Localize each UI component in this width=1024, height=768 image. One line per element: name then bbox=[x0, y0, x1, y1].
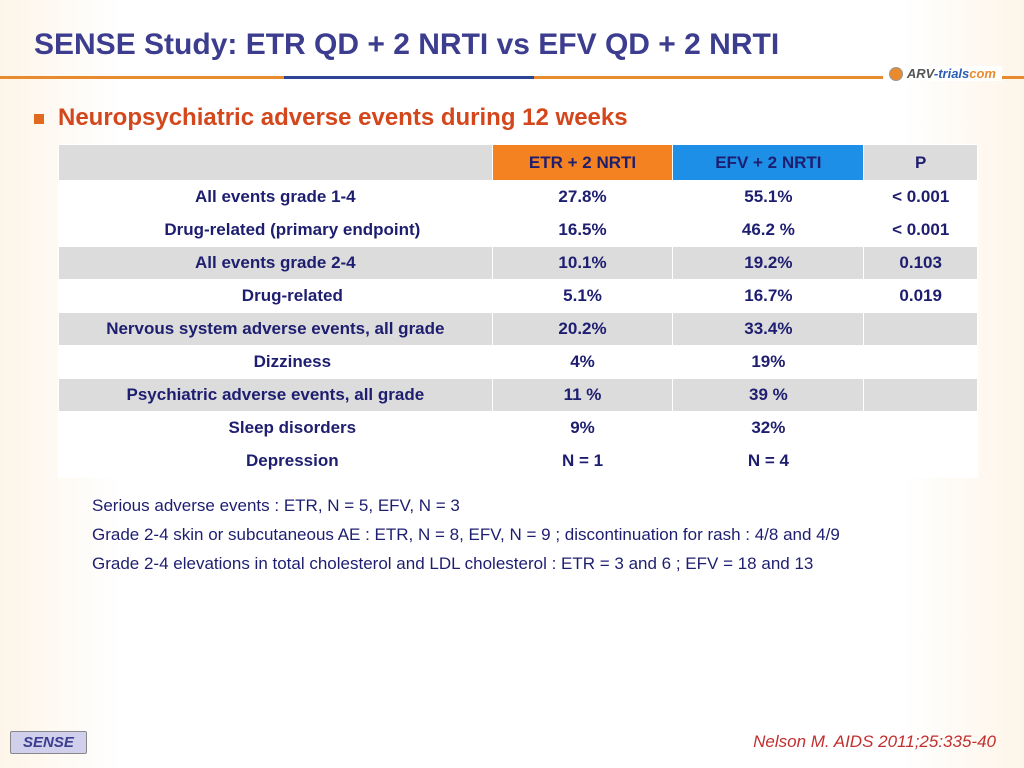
footnote-line: Grade 2-4 skin or subcutaneous AE : ETR,… bbox=[92, 521, 990, 550]
table-row: Psychiatric adverse events, all grade11 … bbox=[59, 379, 978, 412]
row-label: All events grade 1-4 bbox=[59, 181, 493, 214]
cell-p bbox=[864, 412, 978, 445]
footnote-line: Serious adverse events : ETR, N = 5, EFV… bbox=[92, 492, 990, 521]
cell-efv: 16.7% bbox=[673, 280, 864, 313]
brand-dot-icon bbox=[889, 67, 903, 81]
cell-etr: 10.1% bbox=[492, 247, 673, 280]
cell-etr: 9% bbox=[492, 412, 673, 445]
row-label: Depression bbox=[59, 445, 493, 478]
table-row: Nervous system adverse events, all grade… bbox=[59, 313, 978, 346]
row-label: Dizziness bbox=[59, 346, 493, 379]
footnotes: Serious adverse events : ETR, N = 5, EFV… bbox=[92, 492, 990, 579]
brand-logo: ARV-trialscom bbox=[883, 66, 1002, 81]
table-row: All events grade 2-410.1%19.2%0.103 bbox=[59, 247, 978, 280]
cell-p: 0.019 bbox=[864, 280, 978, 313]
cell-etr: 4% bbox=[492, 346, 673, 379]
row-label: All events grade 2-4 bbox=[59, 247, 493, 280]
cell-etr: 11 % bbox=[492, 379, 673, 412]
table-row: All events grade 1-427.8%55.1%< 0.001 bbox=[59, 181, 978, 214]
cell-efv: 39 % bbox=[673, 379, 864, 412]
col-header-etr: ETR + 2 NRTI bbox=[492, 145, 673, 181]
page-title: SENSE Study: ETR QD + 2 NRTI vs EFV QD +… bbox=[0, 0, 1024, 62]
footnote-line: Grade 2-4 elevations in total cholestero… bbox=[92, 550, 990, 579]
row-label: Drug-related (primary endpoint) bbox=[59, 214, 493, 247]
cell-p bbox=[864, 313, 978, 346]
citation: Nelson M. AIDS 2011;25:335-40 bbox=[753, 732, 996, 752]
cell-etr: 27.8% bbox=[492, 181, 673, 214]
row-label: Nervous system adverse events, all grade bbox=[59, 313, 493, 346]
table-row: Sleep disorders9%32% bbox=[59, 412, 978, 445]
cell-efv: 33.4% bbox=[673, 313, 864, 346]
cell-etr: 16.5% bbox=[492, 214, 673, 247]
table-row: Drug-related (primary endpoint)16.5%46.2… bbox=[59, 214, 978, 247]
cell-p bbox=[864, 346, 978, 379]
brand-trials: -trials bbox=[934, 66, 969, 81]
divider: ARV-trialscom bbox=[0, 70, 1024, 90]
col-header-efv: EFV + 2 NRTI bbox=[673, 145, 864, 181]
cell-efv: N = 4 bbox=[673, 445, 864, 478]
cell-efv: 19.2% bbox=[673, 247, 864, 280]
row-label: Sleep disorders bbox=[59, 412, 493, 445]
footer-badge: SENSE bbox=[10, 731, 87, 754]
cell-p: 0.103 bbox=[864, 247, 978, 280]
cell-etr: 20.2% bbox=[492, 313, 673, 346]
cell-p: < 0.001 bbox=[864, 181, 978, 214]
row-label: Psychiatric adverse events, all grade bbox=[59, 379, 493, 412]
cell-etr: N = 1 bbox=[492, 445, 673, 478]
row-label: Drug-related bbox=[59, 280, 493, 313]
brand-com: com bbox=[969, 66, 996, 81]
cell-p bbox=[864, 445, 978, 478]
col-header-p: P bbox=[864, 145, 978, 181]
bullet-icon bbox=[34, 114, 44, 124]
brand-arv: ARV bbox=[907, 66, 934, 81]
cell-p bbox=[864, 379, 978, 412]
cell-etr: 5.1% bbox=[492, 280, 673, 313]
col-header-blank bbox=[59, 145, 493, 181]
cell-efv: 55.1% bbox=[673, 181, 864, 214]
section-subtitle: Neuropsychiatric adverse events during 1… bbox=[58, 104, 628, 132]
cell-p: < 0.001 bbox=[864, 214, 978, 247]
adverse-events-table: ETR + 2 NRTI EFV + 2 NRTI P All events g… bbox=[58, 144, 978, 478]
cell-efv: 19% bbox=[673, 346, 864, 379]
cell-efv: 32% bbox=[673, 412, 864, 445]
table-row: DepressionN = 1N = 4 bbox=[59, 445, 978, 478]
table-row: Drug-related5.1%16.7%0.019 bbox=[59, 280, 978, 313]
cell-efv: 46.2 % bbox=[673, 214, 864, 247]
table-row: Dizziness4%19% bbox=[59, 346, 978, 379]
